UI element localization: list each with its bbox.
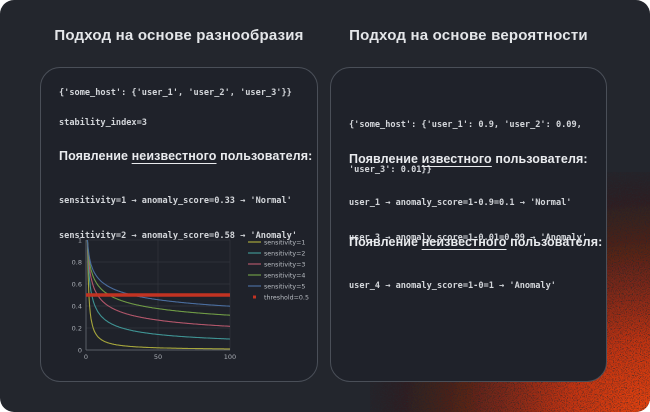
unknown-user-line-1: user_4 → anomaly_score=1-0=1 → 'Anomaly' <box>349 281 556 291</box>
stability-index-code: stability_index=3 <box>59 118 147 128</box>
heading-suffix: пользователя: <box>216 149 313 163</box>
heading-prefix: Появление <box>349 235 422 249</box>
series-curve <box>86 239 230 327</box>
left-panel-title: Подход на основе разнообразия <box>54 27 304 44</box>
y-tick-label: 0.2 <box>72 324 82 332</box>
series-curve <box>86 239 230 350</box>
y-tick-label: 0 <box>78 346 82 354</box>
legend-threshold-marker <box>253 295 256 299</box>
heading-suffix: пользователя: <box>491 152 588 166</box>
right-panel-title: Подход на основе вероятности <box>349 27 588 44</box>
heading-underlined-word: неизвестного <box>421 235 507 249</box>
series-curve <box>86 239 230 307</box>
host-users-set-code: {'some_host': {'user_1', 'user_2', 'user… <box>59 88 292 98</box>
y-tick-label: 0.8 <box>72 258 82 266</box>
probability-code-line-2: 'user_3': 0.01}} <box>349 165 432 175</box>
host-users-probability-code: {'some_host': {'user_1': 0.9, 'user_2': … <box>349 88 582 208</box>
y-tick-label: 0.6 <box>72 280 82 288</box>
y-tick-label: 0.4 <box>72 302 82 310</box>
heading-prefix: Появление <box>59 149 132 163</box>
known-user-heading: Появление известного пользователя: <box>349 152 588 166</box>
probability-code-line-1: {'some_host': {'user_1': 0.9, 'user_2': … <box>349 120 582 130</box>
heading-prefix: Появление <box>349 152 422 166</box>
y-tick-label: 1 <box>78 236 82 244</box>
known-user-line-1: user_1 → anomaly_score=1-0.9=0.1 → 'Norm… <box>349 198 572 208</box>
legend-label: sensitivity=3 <box>264 261 305 268</box>
legend-label: sensitivity=4 <box>264 272 305 279</box>
legend-label: threshold=0.5 <box>264 294 309 301</box>
unknown-user-heading: Появление неизвестного пользователя: <box>349 235 602 249</box>
diversity-approach-card: {'some_host': {'user_1', 'user_2', 'user… <box>40 67 318 382</box>
heading-suffix: пользователя: <box>506 235 603 249</box>
x-tick-label: 0 <box>84 353 88 361</box>
series-curve <box>86 239 230 316</box>
legend-label: sensitivity=2 <box>264 250 305 257</box>
known-user-result-lines: user_1 → anomaly_score=1-0.9=0.1 → 'Norm… <box>349 175 587 267</box>
sensitivity-line-2: sensitivity=2 → anomaly_score=0.58 → 'An… <box>59 230 297 241</box>
legend-label: sensitivity=5 <box>264 283 305 290</box>
legend-label: sensitivity=1 <box>264 239 305 246</box>
heading-underlined-word: известного <box>421 152 492 166</box>
x-tick-label: 100 <box>224 353 236 361</box>
sensitivity-decay-chart: 0 0.2 0.4 0.6 0.8 1 0 50 100 sensitivity=1 sensiti… <box>72 236 309 361</box>
heading-underlined-word: неизвестного <box>131 149 217 163</box>
sensitivity-line-1: sensitivity=1 → anomaly_score=0.33 → 'No… <box>59 196 292 206</box>
series-curve <box>86 239 230 340</box>
x-tick-label: 50 <box>154 353 162 361</box>
probability-approach-card: {'some_host': {'user_1': 0.9, 'user_2': … <box>330 67 607 382</box>
unknown-user-result-lines: user_4 → anomaly_score=1-0=1 → 'Anomaly' <box>349 258 556 316</box>
unknown-user-heading: Появление неизвестного пользователя: <box>59 149 312 163</box>
sensitivity-result-lines: sensitivity=1 → anomaly_score=0.33 → 'No… <box>59 173 297 265</box>
